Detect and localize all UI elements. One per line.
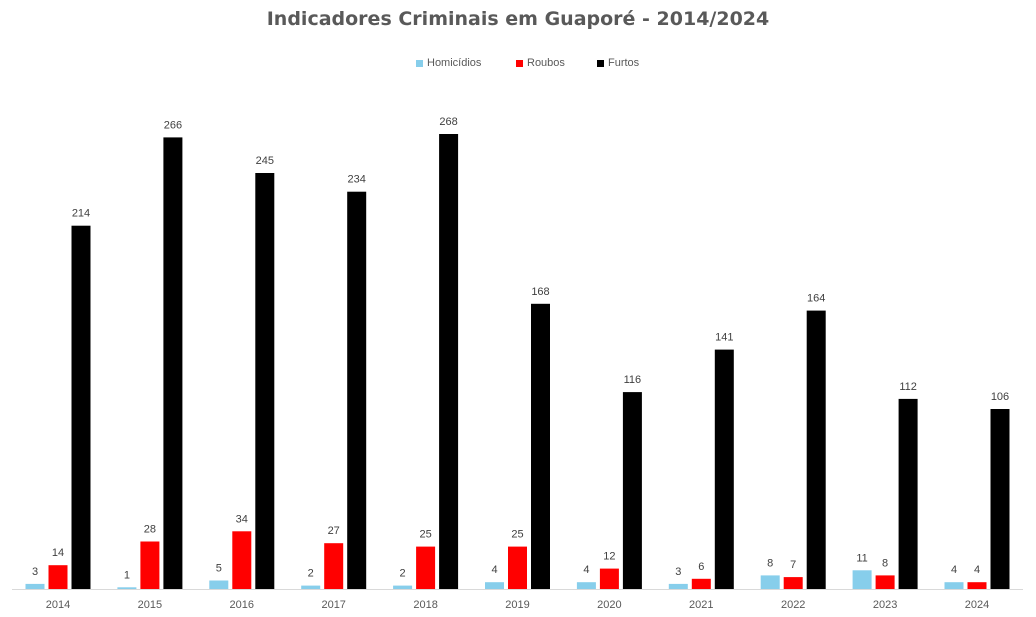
data-label-homicidios-2015: 1 bbox=[124, 569, 130, 581]
x-tick-label-2018: 2018 bbox=[413, 599, 437, 611]
data-label-homicidios-2024: 4 bbox=[951, 564, 957, 576]
bar-homicidios-2023 bbox=[852, 570, 872, 589]
legend-swatch-furtos bbox=[597, 59, 604, 67]
x-tick-label-2024: 2024 bbox=[965, 599, 989, 611]
data-label-furtos-2020: 116 bbox=[624, 374, 642, 386]
data-label-roubos-2018: 25 bbox=[419, 529, 431, 541]
bar-furtos-2024 bbox=[990, 409, 1010, 589]
data-label-furtos-2016: 245 bbox=[256, 155, 274, 167]
data-label-furtos-2018: 268 bbox=[439, 116, 457, 128]
data-label-furtos-2024: 106 bbox=[991, 391, 1009, 403]
data-label-roubos-2015: 28 bbox=[144, 524, 156, 536]
bar-homicidios-2020 bbox=[576, 582, 596, 589]
bar-roubos-2014 bbox=[48, 565, 68, 589]
data-label-homicidios-2017: 2 bbox=[308, 568, 314, 580]
bar-homicidios-2022 bbox=[760, 575, 780, 589]
x-tick-label-2020: 2020 bbox=[597, 599, 621, 611]
data-label-homicidios-2016: 5 bbox=[216, 563, 222, 575]
bar-roubos-2017 bbox=[324, 543, 344, 589]
bar-roubos-2024 bbox=[967, 582, 987, 589]
data-label-furtos-2019: 168 bbox=[531, 286, 549, 298]
bar-roubos-2021 bbox=[691, 578, 711, 589]
bar-furtos-2021 bbox=[714, 349, 734, 589]
x-tick-label-2017: 2017 bbox=[321, 599, 345, 611]
bar-roubos-2022 bbox=[783, 577, 803, 589]
x-tick-label-2022: 2022 bbox=[781, 599, 805, 611]
data-label-homicidios-2021: 3 bbox=[675, 566, 681, 578]
bar-homicidios-2018 bbox=[393, 585, 413, 589]
legend: Homicídios Roubos Furtos bbox=[0, 57, 1036, 71]
legend-swatch-homicidios bbox=[416, 59, 423, 67]
legend-item-roubos: Roubos bbox=[516, 57, 565, 69]
legend-swatch-roubos bbox=[516, 59, 523, 67]
data-label-roubos-2020: 12 bbox=[603, 551, 615, 563]
data-label-homicidios-2023: 11 bbox=[856, 552, 867, 564]
bar-homicidios-2015 bbox=[117, 587, 137, 589]
data-label-roubos-2023: 8 bbox=[882, 557, 888, 569]
legend-label-roubos: Roubos bbox=[527, 57, 565, 69]
data-label-furtos-2014: 214 bbox=[72, 208, 90, 220]
bar-roubos-2015 bbox=[140, 541, 160, 589]
data-label-homicidios-2020: 4 bbox=[583, 564, 589, 576]
data-label-roubos-2021: 6 bbox=[698, 561, 704, 573]
data-label-furtos-2022: 164 bbox=[807, 293, 825, 305]
data-label-furtos-2023: 112 bbox=[899, 381, 917, 393]
data-label-roubos-2024: 4 bbox=[974, 564, 980, 576]
bar-roubos-2018 bbox=[416, 546, 436, 589]
bar-furtos-2023 bbox=[898, 398, 918, 589]
legend-item-homicidios: Homicídios bbox=[416, 57, 481, 69]
bar-homicidios-2021 bbox=[668, 583, 688, 589]
bar-homicidios-2016 bbox=[209, 580, 229, 589]
data-label-roubos-2016: 34 bbox=[236, 513, 248, 525]
x-tick-label-2016: 2016 bbox=[230, 599, 254, 611]
bar-furtos-2018 bbox=[439, 134, 459, 589]
legend-label-furtos: Furtos bbox=[608, 57, 640, 69]
bar-homicidios-2014 bbox=[25, 583, 45, 589]
x-tick-label-2021: 2021 bbox=[689, 599, 713, 611]
x-tick-label-2023: 2023 bbox=[873, 599, 897, 611]
legend-item-furtos: Furtos bbox=[597, 57, 639, 69]
data-label-furtos-2017: 234 bbox=[348, 174, 366, 186]
chart-title: Indicadores Criminais em Guaporé - 2014/… bbox=[266, 8, 770, 30]
legend-label-homicidios: Homicídios bbox=[427, 57, 482, 69]
bar-furtos-2022 bbox=[806, 310, 826, 589]
data-label-homicidios-2022: 8 bbox=[767, 557, 773, 569]
data-label-roubos-2022: 7 bbox=[790, 559, 796, 571]
bar-furtos-2020 bbox=[622, 392, 642, 589]
data-label-furtos-2015: 266 bbox=[164, 119, 182, 131]
data-label-homicidios-2019: 4 bbox=[491, 564, 497, 576]
bar-roubos-2020 bbox=[599, 568, 619, 589]
bar-roubos-2023 bbox=[875, 575, 895, 589]
bar-furtos-2017 bbox=[347, 191, 367, 589]
data-label-roubos-2019: 25 bbox=[511, 529, 523, 541]
bar-homicidios-2024 bbox=[944, 582, 964, 589]
bar-furtos-2019 bbox=[531, 303, 550, 589]
data-label-roubos-2014: 14 bbox=[52, 547, 64, 559]
data-label-homicidios-2014: 3 bbox=[32, 566, 38, 578]
data-label-furtos-2021: 141 bbox=[715, 332, 733, 344]
bar-furtos-2015 bbox=[163, 137, 183, 589]
bar-furtos-2014 bbox=[71, 225, 91, 589]
bar-homicidios-2019 bbox=[485, 582, 504, 589]
x-tick-label-2014: 2014 bbox=[46, 599, 70, 611]
bar-furtos-2016 bbox=[255, 173, 275, 589]
x-tick-label-2019: 2019 bbox=[505, 599, 529, 611]
bar-homicidios-2017 bbox=[301, 585, 321, 589]
x-tick-label-2015: 2015 bbox=[138, 599, 162, 611]
data-label-homicidios-2018: 2 bbox=[400, 568, 406, 580]
bar-roubos-2016 bbox=[232, 531, 252, 589]
bar-roubos-2019 bbox=[508, 546, 527, 589]
data-label-roubos-2017: 27 bbox=[328, 525, 340, 537]
